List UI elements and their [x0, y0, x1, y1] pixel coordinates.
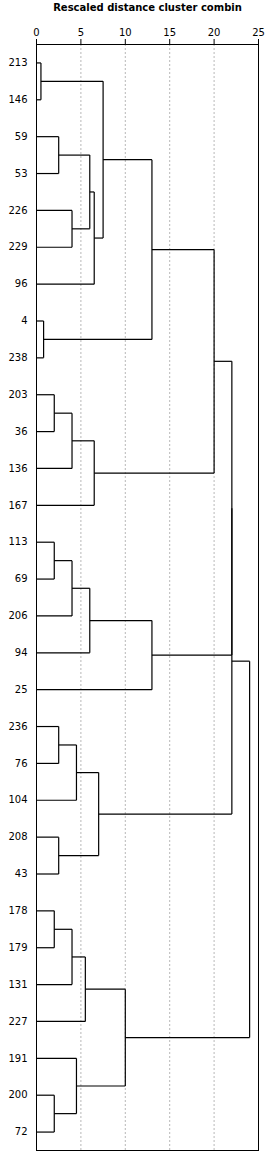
svg-text:20: 20 [208, 27, 221, 38]
svg-text:43: 43 [15, 868, 28, 879]
svg-text:25: 25 [252, 27, 265, 38]
svg-text:36: 36 [15, 426, 28, 437]
svg-text:59: 59 [15, 131, 28, 142]
svg-text:69: 69 [15, 573, 28, 584]
svg-text:10: 10 [119, 27, 132, 38]
svg-text:96: 96 [15, 278, 28, 289]
svg-text:227: 227 [8, 1016, 27, 1027]
svg-text:203: 203 [8, 389, 27, 400]
svg-text:76: 76 [15, 758, 28, 769]
svg-text:206: 206 [8, 610, 27, 621]
svg-text:236: 236 [8, 721, 27, 732]
svg-text:200: 200 [8, 1089, 27, 1100]
svg-text:0: 0 [33, 27, 39, 38]
svg-text:178: 178 [8, 905, 27, 916]
svg-text:136: 136 [8, 463, 27, 474]
svg-text:104: 104 [8, 794, 27, 805]
svg-text:179: 179 [8, 942, 27, 953]
svg-text:4: 4 [21, 315, 27, 326]
svg-text:131: 131 [8, 979, 27, 990]
svg-text:72: 72 [15, 1126, 28, 1137]
svg-text:213: 213 [8, 57, 27, 68]
svg-text:238: 238 [8, 352, 27, 363]
svg-text:229: 229 [8, 241, 27, 252]
svg-text:113: 113 [8, 536, 27, 547]
svg-text:15: 15 [163, 27, 176, 38]
svg-text:94: 94 [15, 647, 28, 658]
svg-text:53: 53 [15, 168, 28, 179]
svg-text:Rescaled distance cluster comb: Rescaled distance cluster combin [53, 2, 242, 13]
svg-text:5: 5 [78, 27, 84, 38]
svg-text:191: 191 [8, 1053, 27, 1064]
svg-text:25: 25 [15, 684, 28, 695]
svg-text:146: 146 [8, 94, 27, 105]
svg-text:167: 167 [8, 500, 27, 511]
svg-text:226: 226 [8, 205, 27, 216]
svg-text:208: 208 [8, 831, 27, 842]
